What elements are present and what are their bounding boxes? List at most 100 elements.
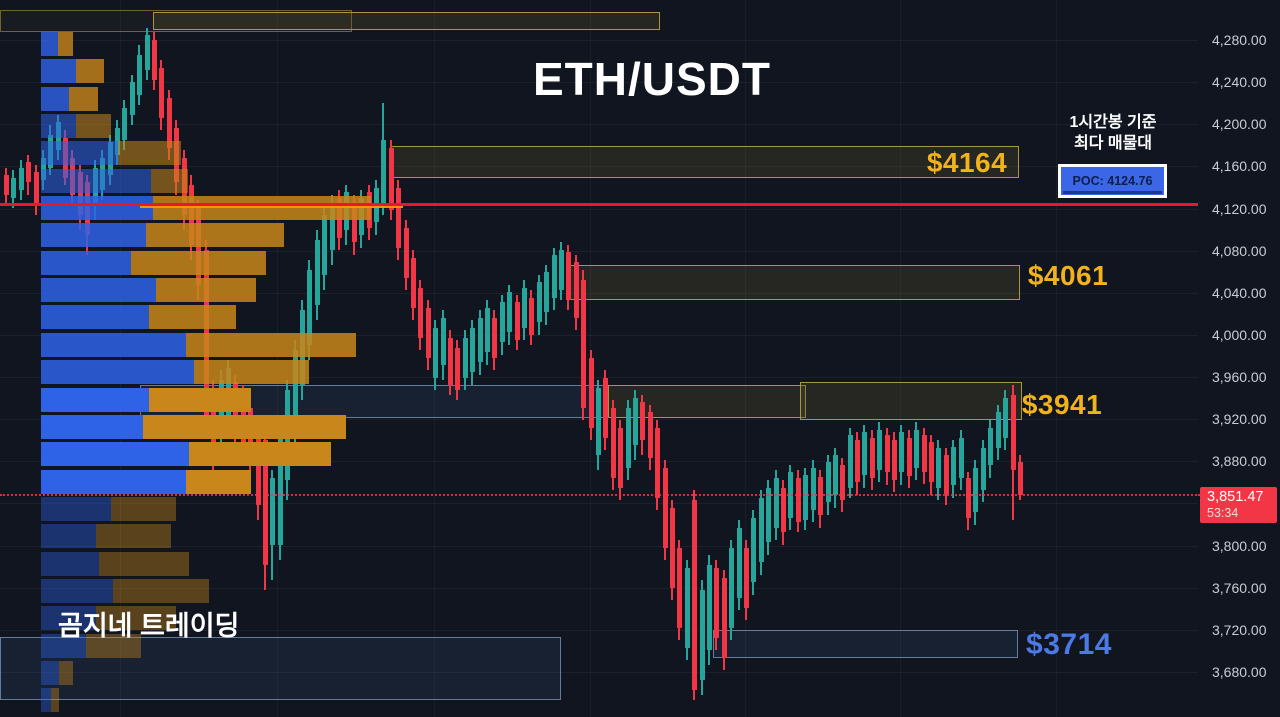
candle-body <box>136 55 142 95</box>
candle-body <box>521 288 527 328</box>
candle-body <box>10 178 16 198</box>
candle-body <box>551 255 557 298</box>
supply-demand-zone-box[interactable] <box>608 385 806 418</box>
candle-body <box>713 568 719 638</box>
supply-demand-zone-box[interactable] <box>568 265 1020 300</box>
supply-demand-zone-box[interactable] <box>390 146 1019 178</box>
price-axis-label: 4,000.00 <box>1212 326 1267 343</box>
candle-body <box>825 462 831 502</box>
profile-row-sell <box>111 497 176 522</box>
price-axis-label: 4,200.00 <box>1212 116 1267 133</box>
profile-row-sell <box>149 305 236 330</box>
candle-body <box>166 98 172 148</box>
supply-demand-zone-box[interactable] <box>153 12 660 30</box>
level-label-4061[interactable]: $4061 <box>1027 260 1109 291</box>
profile-row-buy <box>41 59 76 84</box>
grid-line-horizontal <box>0 124 1198 126</box>
grid-line-vertical <box>1056 0 1057 717</box>
candle-body <box>891 440 897 480</box>
grid-line-horizontal <box>0 503 1198 505</box>
profile-row-buy <box>41 333 186 358</box>
grid-line-horizontal <box>0 292 1198 294</box>
profile-row-sell <box>131 251 266 276</box>
profile-row-buy <box>41 305 149 330</box>
candle-body <box>329 205 335 250</box>
profile-row-sell <box>86 634 141 659</box>
candle-body <box>588 358 594 428</box>
profile-row-sell <box>186 333 356 358</box>
price-axis-label: 4,080.00 <box>1212 242 1267 259</box>
candle-body <box>736 528 742 598</box>
candle-body <box>639 402 645 440</box>
profile-row-sell <box>151 169 188 194</box>
current-price-line <box>0 494 1200 496</box>
candle-body <box>706 565 712 650</box>
price-axis-label: 3,920.00 <box>1212 411 1267 428</box>
profile-row-sell <box>143 415 346 440</box>
candle-body <box>388 148 394 210</box>
candle-body <box>898 432 904 472</box>
price-axis[interactable]: 4,280.00 4,240.00 4,200.00 4,160.00 4,120.00… <box>1198 0 1280 717</box>
candle-body <box>595 388 601 455</box>
profile-row-sell <box>76 114 111 139</box>
candle-body <box>454 348 460 390</box>
price-axis-label: 3,960.00 <box>1212 369 1267 386</box>
profile-row-buy <box>41 32 58 57</box>
grid-line-horizontal <box>0 250 1198 252</box>
candle-body <box>654 428 660 498</box>
supply-demand-zone-box[interactable] <box>0 10 352 32</box>
candle-body <box>602 378 608 438</box>
candle-body <box>950 447 956 485</box>
poc-price-line[interactable] <box>0 203 1198 206</box>
candle-body <box>913 430 919 468</box>
candle-body <box>462 338 468 378</box>
candle-body <box>151 40 157 80</box>
grid-line-horizontal <box>0 208 1198 210</box>
supply-demand-zone-box[interactable] <box>800 382 1022 420</box>
profile-row-buy <box>41 688 51 713</box>
profile-row-sell <box>113 579 209 604</box>
candle-body <box>1017 462 1023 495</box>
poc-box-underline <box>1063 191 1162 194</box>
candle-body <box>395 188 401 248</box>
candle-body <box>869 438 875 478</box>
profile-row-sell <box>58 32 73 57</box>
candle-body <box>676 548 682 628</box>
candle-body <box>765 488 771 542</box>
supply-demand-zone-box[interactable] <box>0 637 561 700</box>
candle-body <box>565 252 571 300</box>
candle-body <box>528 298 534 335</box>
symbol-title: ETH/USDT <box>533 53 771 105</box>
candle-body <box>854 440 860 482</box>
poc-value-label: POC: 4124.76 <box>1072 174 1153 188</box>
profile-row-buy <box>41 251 131 276</box>
candle-body <box>876 430 882 470</box>
profile-row-buy <box>41 442 189 467</box>
level-label-3714[interactable]: $3714 <box>1026 628 1112 661</box>
candle-body <box>380 140 386 205</box>
poc-value-box[interactable]: POC: 4124.76 <box>1058 164 1167 198</box>
candle-body <box>580 280 586 408</box>
candle-body <box>662 468 668 548</box>
level-label-3941[interactable]: $3941 <box>1021 389 1103 420</box>
candle-body <box>33 172 39 205</box>
profile-row-buy <box>41 388 149 413</box>
candle-body <box>987 428 993 465</box>
profile-row-buy <box>41 470 186 495</box>
candle-body <box>25 162 31 182</box>
grid-line-horizontal <box>0 166 1198 168</box>
candle-body <box>795 478 801 522</box>
price-axis-label: 3,800.00 <box>1212 537 1267 554</box>
profile-row-buy <box>41 196 153 221</box>
grid-line-vertical <box>745 0 746 717</box>
candle-body <box>921 435 927 472</box>
candle-body <box>847 435 853 488</box>
profile-row-sell <box>189 442 331 467</box>
profile-row-buy <box>41 114 76 139</box>
supply-demand-zone-box[interactable] <box>713 630 1018 658</box>
profile-row-buy <box>41 524 96 549</box>
level-label-4164[interactable]: $4164 <box>926 147 1008 178</box>
candle-body <box>121 108 127 140</box>
candle-body <box>491 318 497 358</box>
candle-body <box>425 308 431 358</box>
